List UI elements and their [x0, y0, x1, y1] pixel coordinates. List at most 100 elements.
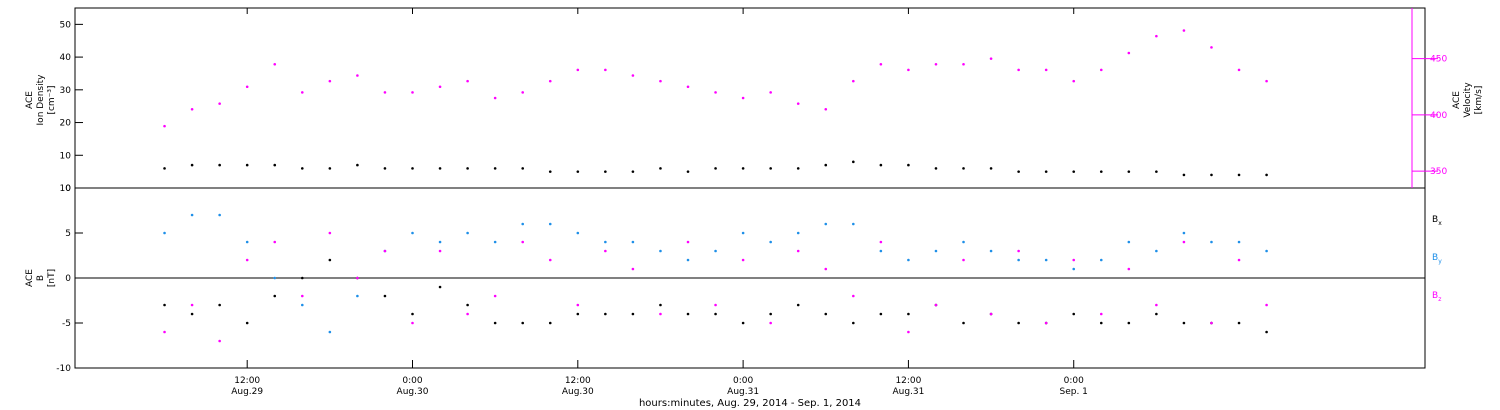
- bz-point: [548, 258, 552, 262]
- velocity-point: [1099, 68, 1103, 72]
- velocity-point: [438, 85, 442, 89]
- bx-point: [962, 321, 965, 325]
- by-point: [190, 213, 194, 217]
- ion-density-point: [962, 167, 965, 170]
- bz-point: [1099, 312, 1103, 316]
- x-tick-date-label: Sep. 1: [1060, 387, 1088, 397]
- bottom-left-axis-label-line2: B: [36, 275, 46, 281]
- bx-point: [466, 303, 469, 307]
- bz-point: [604, 249, 607, 253]
- velocity-point: [218, 102, 221, 105]
- by-point: [548, 222, 552, 226]
- top-left-axis-label-line2: Ion Density: [36, 74, 46, 126]
- by-point: [824, 222, 828, 226]
- bz-point: [1265, 303, 1268, 307]
- ion-density-point: [1155, 170, 1158, 173]
- by-point: [411, 231, 414, 235]
- ion-density-point: [1237, 173, 1241, 177]
- bz-point: [1044, 321, 1048, 325]
- bz-point: [190, 303, 194, 307]
- ion-density-point: [328, 167, 332, 170]
- by-point: [852, 222, 855, 226]
- velocity-point: [548, 79, 552, 83]
- top-right-tick-label: 450: [1430, 55, 1447, 65]
- velocity-point: [631, 74, 635, 77]
- bz-point: [245, 258, 249, 262]
- top-right-tick-label: 400: [1430, 111, 1447, 121]
- bz-point: [631, 267, 635, 271]
- bz-point: [659, 312, 662, 316]
- ion-density-point: [218, 163, 221, 167]
- top-right-axis-label-line1: ACE: [1452, 91, 1462, 109]
- by-point: [1182, 231, 1186, 235]
- ion-density-point: [356, 163, 359, 167]
- ion-density-point: [741, 167, 745, 170]
- velocity-point: [604, 68, 607, 72]
- ion-density-point: [273, 163, 277, 167]
- by-point: [328, 330, 332, 334]
- bx-point: [328, 258, 332, 262]
- ion-density-point: [1072, 170, 1076, 173]
- by-point: [796, 231, 800, 235]
- ion-density-point: [879, 163, 883, 167]
- bz-point: [576, 303, 580, 307]
- by-point: [1099, 258, 1103, 262]
- top-right-axis-label-line3: [km/s]: [1474, 86, 1484, 115]
- bottom-left-tick-label: -5: [62, 319, 71, 329]
- x-tick-time-label: 0:00: [402, 376, 422, 386]
- bx-point: [1182, 321, 1186, 325]
- bx-point: [1017, 321, 1020, 325]
- velocity-point: [1210, 46, 1213, 49]
- velocity-point: [300, 91, 304, 94]
- bx-point: [300, 276, 304, 280]
- velocity-point: [934, 62, 938, 66]
- by-point: [300, 303, 304, 307]
- ion-density-point: [493, 167, 497, 170]
- velocity-point: [879, 62, 883, 66]
- ion-density-point: [686, 170, 690, 173]
- by-point: [1044, 258, 1048, 262]
- ion-density-point: [1210, 173, 1213, 177]
- velocity-point: [493, 96, 497, 100]
- bz-point: [273, 240, 277, 244]
- ion-density-point: [1017, 170, 1020, 173]
- bx-point: [907, 312, 910, 316]
- velocity-point: [1017, 68, 1020, 72]
- bz-point: [769, 321, 772, 325]
- bottom-left-tick-label: 5: [65, 229, 71, 239]
- by-point: [769, 240, 772, 244]
- by-point: [659, 249, 662, 253]
- bx-point: [438, 285, 442, 289]
- bz-point: [686, 240, 690, 244]
- bz-point: [328, 231, 332, 235]
- bx-point: [879, 312, 883, 316]
- ion-density-point: [796, 167, 800, 170]
- top-left-tick-label: 0: [65, 184, 71, 194]
- bottom-left-tick-label: 10: [60, 184, 72, 194]
- by-point: [934, 249, 938, 253]
- bx-point: [741, 321, 745, 325]
- bz-point: [438, 249, 442, 253]
- x-tick-time-label: 0:00: [1064, 376, 1084, 386]
- velocity-point: [852, 79, 855, 83]
- bx-point: [383, 294, 387, 298]
- by-point: [356, 294, 359, 298]
- chart-ticks: 01020304050350400450-10-5051012:00Aug.29…: [56, 8, 1447, 397]
- velocity-point: [686, 85, 690, 89]
- ion-density-point: [521, 167, 525, 170]
- top-left-axis-label-line3: [cm⁻³]: [47, 85, 57, 114]
- velocity-point: [328, 79, 332, 83]
- legend-bz: Bz: [1432, 291, 1441, 303]
- top-left-tick-label: 50: [60, 20, 72, 30]
- x-tick-date-label: Aug.30: [397, 387, 429, 397]
- velocity-point: [383, 91, 387, 94]
- ion-density-point: [989, 167, 993, 170]
- ion-density-point: [576, 170, 580, 173]
- bz-point: [1072, 258, 1076, 262]
- top-left-tick-label: 30: [60, 86, 72, 96]
- bx-point: [1127, 321, 1131, 325]
- velocity-point: [245, 85, 249, 89]
- velocity-point: [576, 68, 580, 72]
- bz-point: [741, 258, 745, 262]
- top-panel-frame: [74, 7, 1426, 189]
